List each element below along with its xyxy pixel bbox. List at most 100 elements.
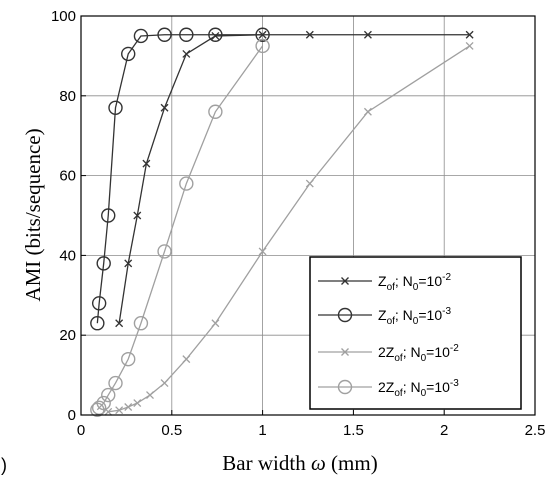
data-point-x [133, 211, 142, 220]
data-point-circle [157, 244, 172, 259]
data-point-x [465, 30, 474, 39]
legend-label: Zof; N0=10-2 [378, 272, 451, 293]
series-2 [90, 27, 270, 331]
legend-label-part: =10 [418, 307, 442, 323]
y-tick-label: 0 [68, 407, 76, 424]
y-tick-label: 40 [59, 247, 76, 264]
series-line [96, 34, 263, 324]
legend-label-part: of [394, 353, 403, 364]
data-point-x [115, 406, 124, 415]
legend-item: Zof; N0=10-2 [318, 272, 451, 293]
legend-label-part: ; N [395, 307, 413, 323]
data-point-circle [133, 28, 149, 44]
data-point-circle [91, 296, 107, 311]
data-point-x [305, 30, 314, 39]
y-tick-label: 80 [59, 88, 76, 105]
data-point-circle [337, 379, 353, 395]
data-point-x [182, 49, 191, 58]
legend-label-part: ; N [395, 273, 413, 289]
x-tick-label: 2 [440, 422, 448, 439]
x-axis-label-symbol: ω [311, 451, 326, 475]
data-point-x [142, 159, 151, 168]
data-point-circle [96, 256, 111, 271]
data-point-circle [90, 316, 105, 331]
data-point-x [258, 247, 267, 256]
x-axis-label-main: Bar width [222, 451, 311, 475]
data-point-circle [101, 387, 116, 403]
data-point-x [305, 179, 314, 188]
series-line [108, 45, 470, 413]
x-axis-label: Bar width ω (mm) [222, 451, 377, 475]
legend-label-part: ; N [403, 344, 421, 360]
plot-frame [80, 15, 536, 416]
data-point-circle [108, 375, 123, 391]
x-tick-label: 0 [77, 422, 85, 439]
data-point-x [363, 30, 372, 39]
legend-label-part: 0 [421, 388, 427, 399]
data-point-circle [101, 208, 116, 223]
data-point-x [182, 355, 191, 364]
data-point-x [115, 319, 124, 328]
data-point-circle [91, 400, 107, 416]
legend-label-part: of [387, 282, 396, 293]
legend-label-part: 2Z [378, 379, 395, 395]
x-tick-label: 0.5 [161, 422, 182, 439]
y-tick-label: 60 [59, 168, 76, 185]
data-point-circle [337, 307, 353, 323]
data-point-x [465, 41, 474, 50]
series-layer [90, 27, 474, 418]
legend-label-part: 0 [421, 353, 427, 364]
series-3 [104, 41, 474, 416]
x-axis-label-unit: (mm) [326, 451, 378, 475]
legend-label-part: Z [378, 273, 387, 289]
panel-label: ) [1, 455, 7, 475]
data-point-circle [157, 27, 172, 42]
data-point-x [211, 31, 220, 40]
legend-label: 2Zof; N0=10-3 [378, 378, 459, 399]
data-point-x [363, 107, 372, 116]
legend-item: 2Zof; N0=10-2 [318, 343, 459, 364]
data-point-circle [121, 351, 136, 367]
data-point-circle [179, 27, 194, 42]
data-point-x [124, 259, 133, 268]
legend-label-part: -2 [450, 343, 459, 354]
data-point-circle [255, 38, 270, 54]
ticks: 0 0.5 1 1.5 2 2.5 0 20 40 60 80 100 [51, 8, 545, 439]
data-point-circle [121, 46, 136, 62]
x-tick-label: 1 [258, 422, 266, 439]
data-point-x [341, 348, 349, 356]
data-point-x [160, 103, 169, 112]
data-point-circle [108, 100, 123, 115]
data-point-circle [133, 316, 149, 331]
grid [80, 15, 536, 416]
data-point-x [160, 379, 169, 388]
series-4 [90, 38, 270, 418]
legend-label-part: 2Z [378, 344, 395, 360]
x-tick-label: 2.5 [525, 422, 546, 439]
legend-label-part: =10 [418, 273, 442, 289]
legend-label-part: 0 [413, 282, 419, 293]
data-point-circle [208, 104, 223, 119]
data-point-x [211, 319, 220, 328]
legend-label-part: =10 [426, 379, 450, 395]
data-point-x [341, 277, 349, 285]
data-point-circle [179, 176, 194, 191]
data-point-x [124, 403, 133, 411]
legend-label-part: ; N [403, 379, 421, 395]
data-point-circle [96, 395, 111, 411]
data-point-x [146, 391, 154, 400]
data-point-circle [255, 27, 270, 42]
legend-item: 2Zof; N0=10-3 [318, 378, 459, 399]
legend-label: 2Zof; N0=10-2 [378, 343, 459, 364]
legend-label-part: of [394, 388, 403, 399]
data-point-circle [208, 27, 223, 42]
y-tick-label: 100 [51, 8, 76, 25]
y-axis-label: AMI (bits/sequence) [21, 128, 45, 301]
legend-item: Zof; N0=10-3 [318, 306, 451, 327]
legend-box [309, 256, 522, 410]
x-tick-label: 1.5 [343, 422, 364, 439]
data-point-x [133, 399, 142, 407]
legend-label-part: Z [378, 307, 387, 323]
